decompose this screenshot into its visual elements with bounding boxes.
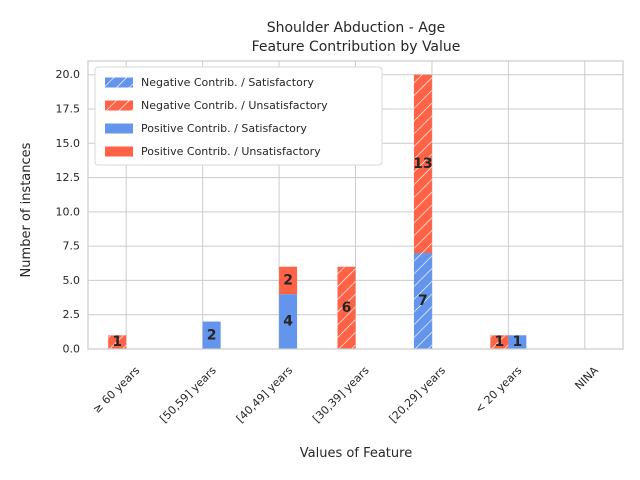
x-tick-label: [30,39] years — [310, 364, 372, 426]
bar-segment — [202, 321, 221, 349]
bar-labels: 1 6 7 13 1 2 4 2 1 — [112, 156, 522, 350]
legend-entry: Positive Contrib. / Unsatisfactory — [141, 145, 321, 158]
y-tick-label: 10.0 — [56, 205, 81, 218]
x-tick-label: [40,49] years — [234, 364, 296, 426]
x-axis-ticks: ≥ 60 years [50,59] years [40,49] years [30,… — [90, 364, 601, 426]
bar-value-label: 13 — [413, 156, 432, 172]
bar-segment — [279, 266, 298, 295]
plot-frame — [87, 60, 624, 350]
x-tick-label: ≥ 60 years — [90, 364, 142, 416]
bar-value-label: 2 — [207, 327, 217, 343]
y-tick-label: 17.5 — [56, 103, 81, 116]
legend-swatch-hatch — [105, 77, 133, 88]
bar-value-label: 4 — [283, 314, 293, 330]
legend-frame — [94, 66, 383, 166]
legend-entry: Positive Contrib. / Satisfactory — [141, 122, 307, 135]
bar-hatch — [413, 253, 432, 349]
chart-subtitle: Feature Contribution by Value — [252, 39, 461, 55]
y-axis-label: Number of instances — [19, 142, 34, 277]
y-tick-label: 0.0 — [63, 343, 81, 356]
bar-hatch — [337, 266, 356, 349]
x-tick-label: < 20 years — [473, 364, 525, 416]
y-tick-label: 15.0 — [56, 137, 81, 150]
bar-value-label: 6 — [342, 300, 352, 316]
bars — [108, 74, 527, 349]
legend-swatch — [105, 123, 133, 134]
legend-swatch-hatch — [105, 100, 133, 111]
bar-value-label: 1 — [512, 334, 522, 350]
bar-value-label: 2 — [283, 272, 293, 288]
bar-value-label: 1 — [494, 334, 504, 350]
y-tick-label: 2.5 — [63, 308, 81, 321]
legend-entry: Negative Contrib. / Satisfactory — [141, 76, 314, 89]
y-tick-label: 20.0 — [56, 68, 81, 81]
legend-entry: Negative Contrib. / Unsatisfactory — [141, 99, 328, 112]
x-tick-label: NINA — [572, 364, 601, 393]
bar-value-label: 1 — [112, 334, 122, 350]
x-axis-label: Values of Feature — [300, 446, 412, 461]
chart-title: Shoulder Abduction - Age — [267, 20, 446, 36]
y-tick-label: 5.0 — [63, 274, 81, 287]
x-tick-label: [20,29] years — [387, 364, 449, 426]
y-tick-label: 7.5 — [63, 240, 81, 253]
x-tick-label: [50,59] years — [157, 364, 219, 426]
y-axis-ticks: 0.0 2.5 5.0 7.5 10.0 12.5 15.0 17.5 20.0 — [56, 68, 81, 355]
bar-hatch — [413, 74, 432, 253]
y-tick-label: 12.5 — [56, 171, 81, 184]
legend: Negative Contrib. / Satisfactory Negative… — [94, 66, 383, 166]
bar-hatch — [108, 335, 127, 349]
bar-hatch — [490, 335, 509, 349]
bar-value-label: 7 — [418, 293, 428, 309]
bar-segment — [508, 335, 527, 349]
legend-swatch — [105, 146, 133, 157]
bar-segment — [279, 294, 298, 349]
